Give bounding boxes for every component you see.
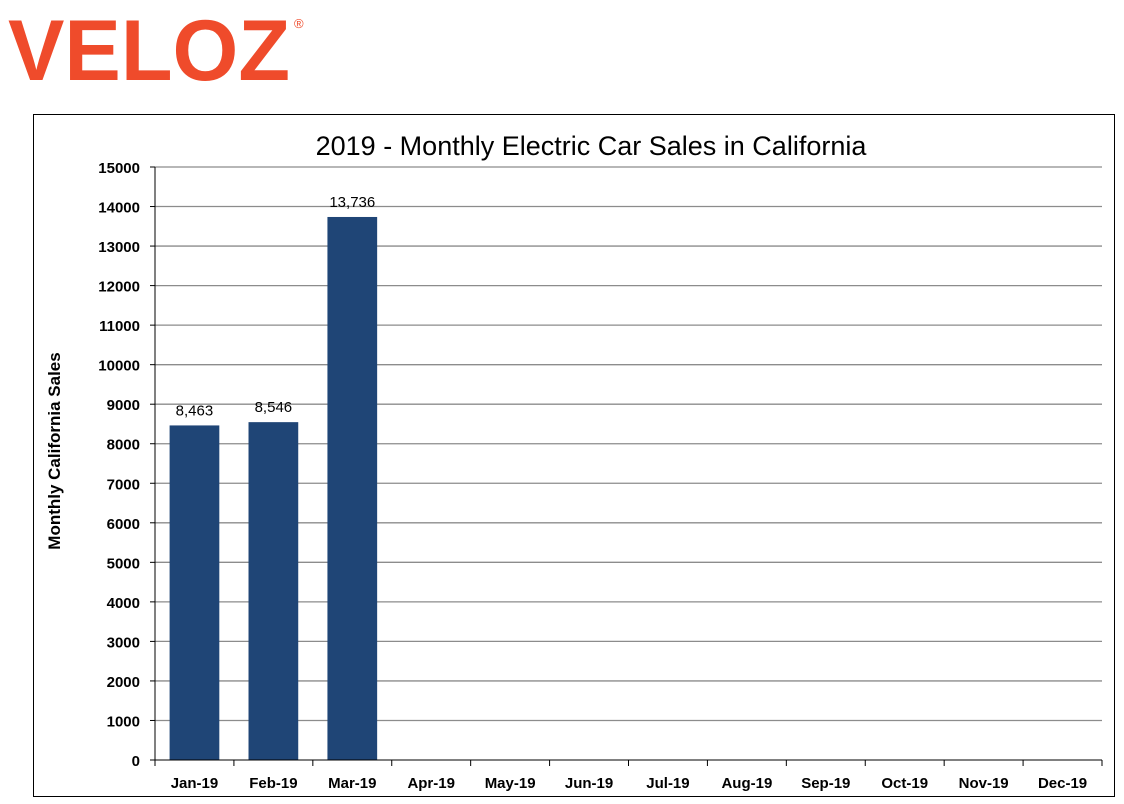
y-tick-label: 2000 (107, 674, 140, 691)
y-tick-label: 3000 (107, 634, 140, 651)
y-tick-label: 7000 (107, 476, 140, 493)
y-tick-label: 15000 (98, 160, 140, 177)
y-tick-label: 4000 (107, 595, 140, 612)
veloz-logo: VELOZ ® (8, 10, 304, 86)
x-tick-label: Feb-19 (249, 775, 297, 792)
y-tick-label: 9000 (107, 397, 140, 414)
x-tick-label: Apr-19 (407, 775, 455, 792)
chart-title: 2019 - Monthly Electric Car Sales in Cal… (316, 131, 868, 161)
x-tick-label: Nov-19 (959, 775, 1009, 792)
axes (150, 166, 1103, 766)
x-tick-label: Jun-19 (565, 775, 613, 792)
y-tick-label: 12000 (98, 279, 140, 296)
data-label: 13,736 (329, 194, 375, 211)
bar-feb-19 (248, 422, 299, 760)
chart-frame: 2019 - Monthly Electric Car Sales in Cal… (33, 114, 1115, 797)
x-tick-label: Sep-19 (801, 775, 850, 792)
logo-wordmark: VELOZ (8, 10, 290, 86)
y-tick-label: 11000 (99, 318, 140, 335)
y-tick-label: 1000 (107, 713, 140, 730)
x-tick-label: Aug-19 (721, 775, 772, 792)
x-tick-label: Oct-19 (881, 775, 928, 792)
bar-jan-19 (169, 425, 220, 760)
x-tick-label: Jan-19 (171, 775, 219, 792)
y-tick-label: 14000 (98, 200, 140, 217)
logo-trademark: ® (294, 16, 304, 31)
y-tick-label: 0 (132, 753, 140, 770)
data-label: 8,463 (176, 402, 214, 419)
x-tick-label: May-19 (485, 775, 536, 792)
y-tick-label: 13000 (98, 239, 140, 256)
x-tick-label: Jul-19 (646, 775, 689, 792)
labels: 0 1000 2000 3000 4000 5000 6000 7000 8000 9000 100… (98, 160, 1087, 792)
y-tick-label: 8000 (107, 437, 140, 454)
y-axis-label: Monthly California Sales (45, 352, 64, 549)
x-tick-label: Dec-19 (1038, 775, 1087, 792)
bars (169, 216, 378, 761)
bar-chart: 2019 - Monthly Electric Car Sales in Cal… (45, 131, 1103, 792)
y-tick-label: 6000 (107, 516, 140, 533)
gridlines (155, 166, 1102, 722)
y-tick-label: 10000 (98, 358, 140, 375)
y-tick-label: 5000 (107, 555, 140, 572)
bar-mar-19 (327, 216, 378, 761)
data-label: 8,546 (255, 399, 293, 416)
x-tick-label: Mar-19 (328, 775, 376, 792)
